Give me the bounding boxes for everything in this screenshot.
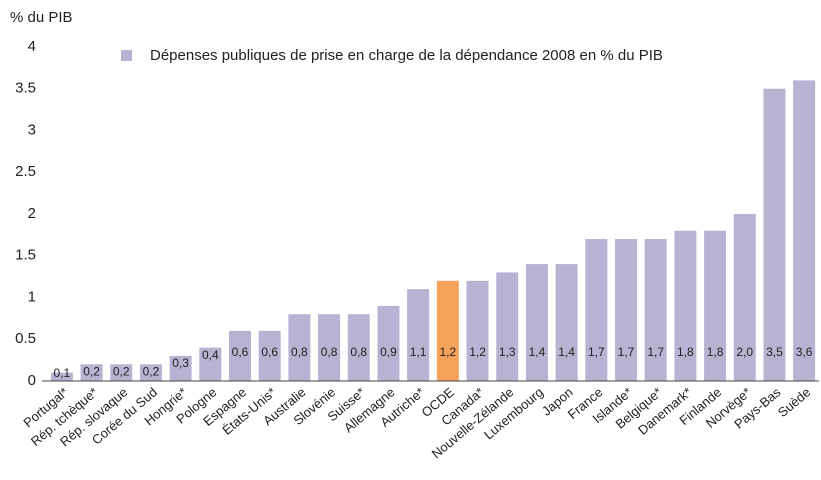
legend-swatch: [121, 50, 132, 61]
value-label: 1,7: [618, 345, 635, 359]
bar: [318, 314, 341, 381]
bar: [50, 372, 73, 381]
bar: [436, 280, 459, 381]
y-tick-label: 3: [28, 121, 36, 138]
y-tick-label: 1: [28, 288, 36, 305]
bar: [466, 280, 489, 381]
bar: [793, 80, 816, 382]
value-label: 2,0: [736, 345, 753, 359]
bar: [80, 364, 103, 381]
bar: [585, 239, 608, 381]
bar: [139, 364, 162, 381]
value-label: 1,7: [588, 345, 605, 359]
value-label: 3,5: [766, 345, 783, 359]
value-label: 1,2: [469, 345, 486, 359]
bar: [407, 289, 430, 381]
y-tick-label: 3.5: [15, 80, 36, 97]
bar: [615, 239, 637, 381]
value-label: 0,1: [54, 366, 71, 380]
bar: [644, 239, 667, 381]
y-tick-label: 4: [28, 38, 36, 55]
bar: [555, 264, 578, 381]
value-label: 1,8: [677, 345, 694, 359]
y-tick-label: 0.5: [15, 330, 36, 347]
value-label: 0,9: [380, 345, 397, 359]
bar: [199, 347, 222, 381]
bar: [377, 305, 400, 381]
value-label: 0,3: [172, 356, 189, 370]
bar: [674, 230, 697, 381]
bar: [525, 264, 548, 381]
value-label: 0,8: [291, 345, 308, 359]
value-label: 1,8: [707, 345, 724, 359]
value-label: 1,1: [410, 345, 427, 359]
value-label: 0,8: [321, 345, 338, 359]
value-label: 0,4: [202, 348, 219, 362]
value-label: 1,7: [647, 345, 664, 359]
value-label: 0,8: [350, 345, 367, 359]
y-tick-label: 2.5: [15, 163, 36, 180]
x-tick-label: Suède: [775, 384, 813, 420]
value-label: 0,6: [261, 345, 278, 359]
value-label: 3,6: [796, 345, 813, 359]
bar: [288, 314, 311, 381]
bar: [496, 272, 519, 381]
value-label: 1,3: [499, 345, 516, 359]
value-label: 0,2: [143, 364, 160, 378]
bar: [733, 214, 756, 381]
value-label: 0,2: [113, 364, 130, 378]
bar: [763, 88, 786, 381]
y-tick-label: 2: [28, 205, 36, 222]
legend-label: Dépenses publiques de prise en charge de…: [150, 47, 663, 64]
value-label: 0,2: [83, 364, 100, 378]
bar: [704, 230, 727, 381]
value-label: 0,6: [232, 345, 249, 359]
y-axis-label: % du PIB: [10, 9, 73, 26]
value-label: 1,4: [558, 345, 575, 359]
bar: [347, 314, 370, 381]
bar: [169, 355, 192, 381]
y-tick-label: 0: [28, 372, 36, 389]
value-label: 1,2: [440, 345, 457, 359]
value-label: 1,4: [529, 345, 546, 359]
bar: [110, 364, 133, 381]
bar: [229, 330, 251, 381]
bar: [258, 330, 281, 381]
y-tick-label: 1.5: [15, 247, 36, 264]
